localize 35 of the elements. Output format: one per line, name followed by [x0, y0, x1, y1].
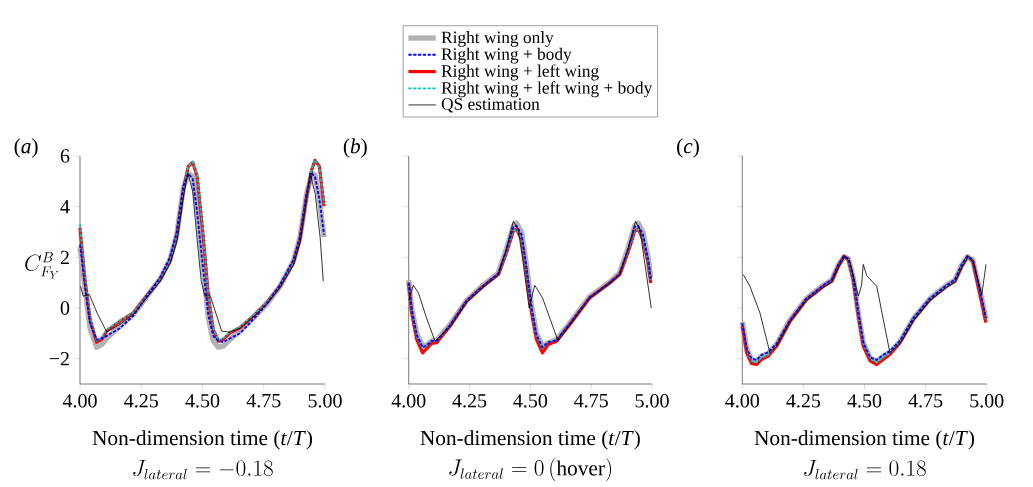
- y-tick-label: 0: [60, 301, 70, 315]
- x-tick-label: 4.75: [246, 394, 281, 408]
- legend-label: Right wing only: [441, 31, 554, 47]
- x-tick-label: 4.75: [908, 394, 943, 408]
- y-tick-label: 6: [60, 149, 70, 163]
- x-tick-label: 4.50: [513, 394, 548, 408]
- y-tick-label: 4: [60, 200, 70, 214]
- x-axis-title: Non-dimension time (t/T): [420, 430, 640, 450]
- y-axis-title: $C^{B}_{F_Y}$: [25, 252, 59, 279]
- x-tick-label: 4.75: [574, 394, 608, 408]
- x-tick-label: 4.50: [185, 394, 220, 408]
- x-tick-label: 4.00: [391, 394, 426, 408]
- text: $J_{lateral} = 0.18$: [804, 459, 926, 480]
- x-tick-label: 5.00: [635, 394, 669, 408]
- y-tick-label: 2: [60, 250, 69, 264]
- x-tick-label: 4.50: [847, 394, 882, 408]
- legend-label: QS estimation: [441, 98, 540, 113]
- x-tick-label: 4.00: [62, 394, 97, 408]
- chart-title: (a): [14, 138, 38, 158]
- x-tick-label: 4.25: [786, 394, 821, 408]
- chart-title: (b): [343, 138, 367, 158]
- x-axis-title: Non-dimension time (t/T): [754, 430, 975, 450]
- x-tick-label: 5.00: [308, 394, 342, 408]
- x-axis-title: Non-dimension time (t/T): [92, 430, 313, 450]
- x-tick-label: 5.00: [970, 394, 1004, 408]
- legend-label: Right wing + left wing: [441, 64, 599, 81]
- x-tick-label: 4.00: [725, 394, 760, 408]
- text: $J_{lateral} = -0.18$: [133, 459, 273, 480]
- x-tick-label: 4.25: [124, 394, 158, 408]
- y-tick-label: −2: [49, 352, 69, 366]
- legend-label: Right wing + left wing + body: [441, 81, 653, 98]
- text: $J_{lateral} = 0\,\mathrm{(hover)}$: [449, 458, 612, 482]
- x-tick-label: 4.25: [452, 394, 487, 408]
- legend-label: Right wing + body: [441, 47, 572, 64]
- chart-title: (c): [677, 138, 699, 158]
